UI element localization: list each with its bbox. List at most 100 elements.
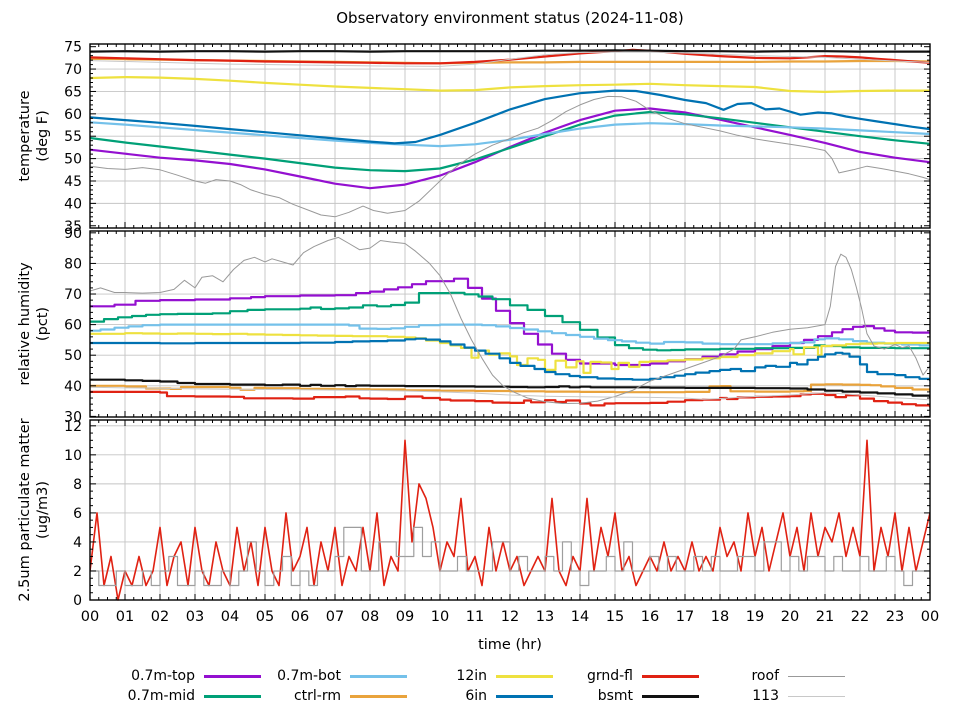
legend-swatch-line [788,695,845,697]
series-temperature-6in [90,89,930,145]
pm25-border [89,419,931,601]
humidity-series [90,236,930,408]
legend-label: roof [751,668,779,684]
temperature-ytick-label: 55 [64,129,82,145]
x-tick-label: 12 [501,609,519,625]
legend-item-6in: 6in [407,688,553,704]
series-pm25-roof [90,526,930,587]
legend-label: 6in [465,688,487,704]
chart-legend: 0.7m-top 0.7m-bot 12in grnd-fl roof 0.7m-mid c… [0,668,960,704]
legend-swatch-line [642,694,699,698]
panel-humidity: 30 40 50 60 70 80 90 relative humidity (pct) [17,226,931,426]
humidity-ytick-label: 90 [64,226,82,242]
series-humidity-0.7m-top [90,277,930,367]
x-tick-label: 11 [466,609,484,625]
legend-swatch-line [496,674,553,678]
pm25-ytick-label: 10 [64,448,82,464]
x-tick-label: 23 [886,609,904,625]
temperature-ytick-label: 65 [64,84,82,100]
temperature-ytick-labels: 35 40 45 50 55 60 65 70 75 [64,40,82,235]
pm25-ytick-label: 6 [73,506,82,522]
x-tick-label: 00 [81,609,99,625]
x-tick-label: 04 [221,609,239,625]
legend-label: 113 [752,688,779,704]
humidity-ytick-label: 50 [64,348,82,364]
legend-label: 0.7m-bot [277,668,341,684]
series-humidity-113 [90,386,930,401]
legend-swatch-line [204,674,261,678]
temperature-ytick-label: 40 [64,196,82,212]
series-temperature-0.7m-bot [90,121,930,148]
chart-title: Observatory environment status (2024-11-… [336,9,684,27]
series-humidity-bsmt [90,378,930,398]
pm25-ytick-label: 2 [73,564,82,580]
series-temperature-113 [90,51,930,67]
temperature-ytick-label: 45 [64,174,82,190]
temperature-axis-title-line-1: (deg F) [35,110,51,162]
legend-row-0: 0.7m-top 0.7m-bot 12in grnd-fl roof [115,668,845,684]
pm25-axis-title-line-1: (ug/m3) [35,481,51,539]
legend-swatch-line [496,694,553,698]
x-tick-label: 01 [116,609,134,625]
x-tick-label: 00 [921,609,939,625]
humidity-ytick-label: 70 [64,287,82,303]
legend-swatch-line [642,674,699,678]
x-tick-label: 15 [606,609,624,625]
pm25-ytick-label: 0 [73,593,82,609]
legend-label: ctrl-rm [293,688,341,704]
temperature-ytick-label: 75 [64,40,82,56]
series-humidity-roof [90,236,930,404]
temperature-ytick-label: 70 [64,62,82,78]
x-tick-label: 09 [396,609,414,625]
pm25-grid [90,420,930,600]
temperature-axis-title-line-0: temperature [17,90,33,181]
panel-temperature: 35 40 45 50 55 60 65 70 75 temperature (deg F) [17,40,931,235]
legend-label: 12in [456,668,487,684]
series-temperature-bsmt [90,49,930,53]
legend-item-0.7m-mid: 0.7m-mid [115,688,261,704]
series-temperature-12in [90,76,930,93]
x-axis-title: time (hr) [478,637,542,653]
humidity-ytick-label: 60 [64,318,82,334]
legend-item-bsmt: bsmt [553,688,699,704]
legend-label: bsmt [597,688,633,704]
pm25-series [90,439,930,601]
series-humidity-grnd-fl [90,390,930,408]
x-tick-label: 03 [186,609,204,625]
series-humidity-12in [90,332,930,374]
x-tick-label: 06 [291,609,309,625]
legend-row-1: 0.7m-mid ctrl-rm 6in bsmt 113 [115,688,845,704]
humidity-ytick-label: 30 [64,409,82,425]
series-humidity-0.7m-mid [90,291,930,352]
x-tick-labels: 00 01 02 03 04 05 06 07 08 09 10 11 12 13 14 15 16 17 18 19… [81,609,939,625]
x-tick-label: 18 [711,609,729,625]
series-humidity-6in [90,337,930,382]
x-tick-label: 19 [746,609,764,625]
pm25-ytick-labels: 0 2 4 6 8 10 12 [64,419,82,609]
legend-item-12in: 12in [407,668,553,684]
temperature-ytick-label: 60 [64,107,82,123]
humidity-ytick-labels: 30 40 50 60 70 80 90 [64,226,82,426]
legend-swatch-line [204,694,261,698]
legend-label: 0.7m-mid [127,688,195,704]
humidity-axis-title-line-0: relative humidity [17,262,33,386]
x-tick-label: 21 [816,609,834,625]
pm25-axis-title-line-0: 2.5um particulate matter [17,418,33,601]
temperature-series [90,48,930,218]
temperature-border [89,43,931,229]
humidity-border [89,230,931,418]
temperature-grid [90,44,930,228]
pm25-ytick-label: 12 [64,419,82,435]
legend-item-ctrl-rm: ctrl-rm [261,688,407,704]
x-tick-label: 17 [676,609,694,625]
legend-swatch-line [788,675,845,677]
legend-item-0.7m-bot: 0.7m-bot [261,668,407,684]
panel-pm25: 0 2 4 6 8 10 12 2.5um particulate matter (ug/m3) [17,418,931,609]
legend-label: 0.7m-top [131,668,195,684]
legend-item-0.7m-top: 0.7m-top [115,668,261,684]
humidity-ytick-label: 80 [64,256,82,272]
legend-item-113: 113 [699,688,845,704]
series-humidity-0.7m-bot [90,323,930,348]
